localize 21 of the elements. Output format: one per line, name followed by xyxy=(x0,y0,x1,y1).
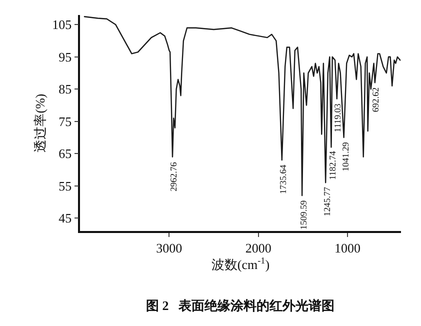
annotation: 1509.59 xyxy=(298,200,309,230)
annotation: 1041.29 xyxy=(340,142,350,172)
text: 图 2 表面绝缘涂料的红外光谱图 xyxy=(146,298,334,313)
y-tick-label: 65 xyxy=(58,146,72,162)
annotation: 2962.76 xyxy=(168,162,179,192)
x-tick-label: 1000 xyxy=(334,240,360,256)
annotation: 1735.64 xyxy=(278,164,288,194)
y-tick-label: 85 xyxy=(58,82,72,97)
annotation: 1119.03 xyxy=(332,103,343,132)
annotation: 1245.77 xyxy=(322,186,332,216)
x-tick-label: 3000 xyxy=(156,240,182,256)
annotation: 1182.74 xyxy=(328,150,338,180)
x-axis-title: 波数(cm$^{-1}$) xyxy=(211,255,270,272)
x-tick-label: 2000 xyxy=(245,240,272,256)
y-tick-label: 105 xyxy=(52,17,72,32)
y-tick-label: 95 xyxy=(58,49,72,64)
y-tick-label: 75 xyxy=(58,114,72,129)
y-tick-label: 55 xyxy=(58,178,72,194)
annotation: 692.62 xyxy=(370,87,381,112)
y-axis-title: 透过率(%) xyxy=(32,94,48,152)
y-tick-label: 45 xyxy=(58,210,72,226)
